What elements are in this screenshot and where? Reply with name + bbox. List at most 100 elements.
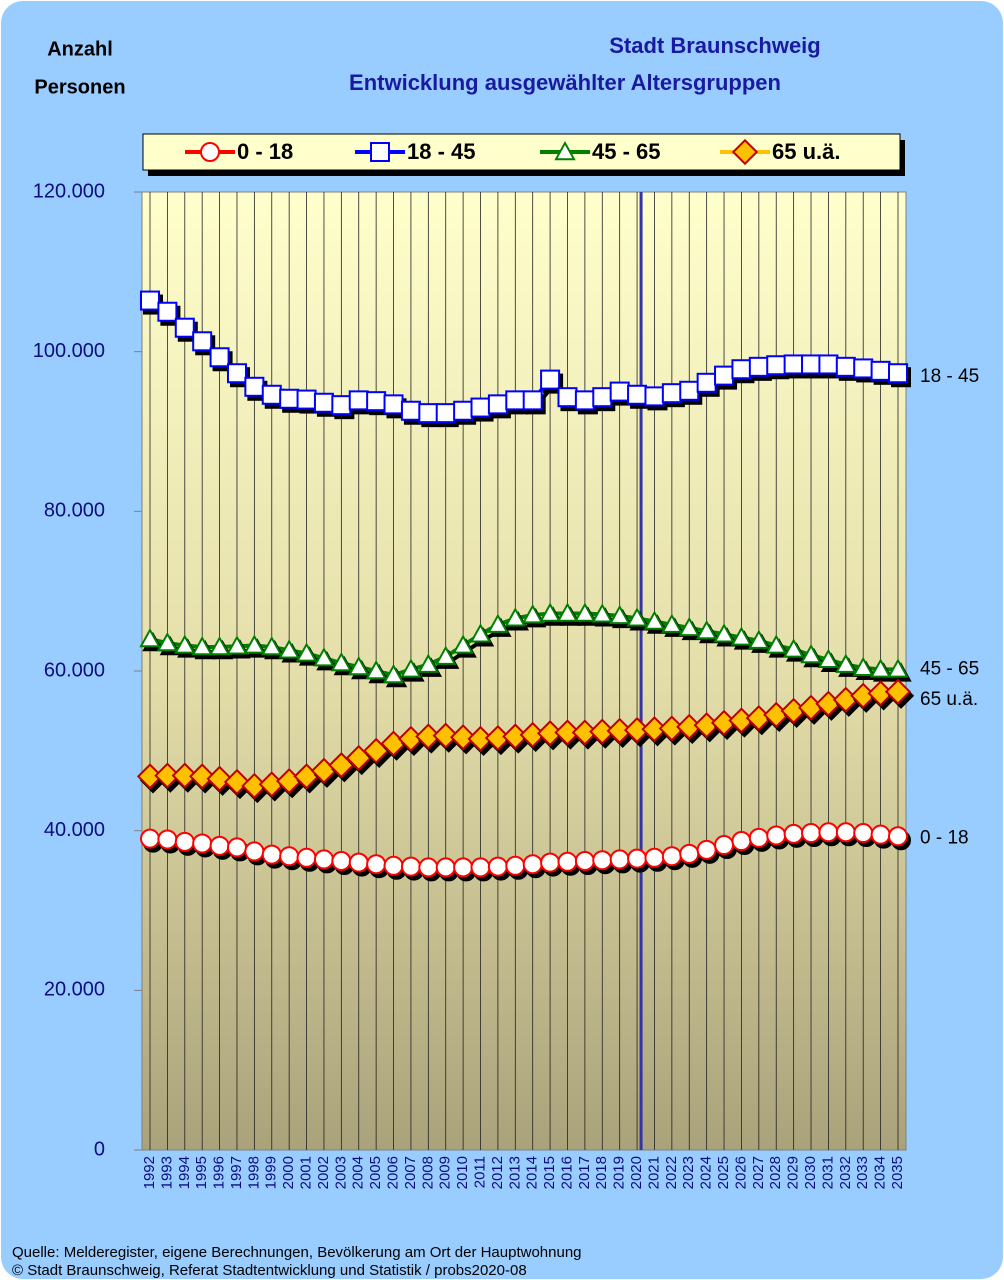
x-tick-label: 1993 [158,1156,175,1189]
marker [609,381,630,402]
marker [835,356,856,377]
marker [540,369,561,390]
marker [661,613,683,633]
x-tick-label: 2008 [419,1156,436,1189]
x-tick-label: 2028 [767,1156,784,1189]
series-end-label: 0 - 18 [920,827,969,848]
marker [766,825,787,846]
x-tick-label: 2029 [785,1156,802,1189]
marker [487,856,508,877]
marker [279,388,300,409]
marker [453,400,474,421]
marker [366,391,387,412]
x-tick-label: 2031 [819,1156,836,1189]
marker [331,851,352,872]
marker [748,629,770,649]
marker [627,384,648,405]
marker [243,634,266,654]
marker [714,365,735,386]
marker [522,854,543,875]
marker [383,394,404,415]
x-tick-label: 2035 [889,1156,906,1189]
marker [557,851,578,872]
x-tick-label: 1994 [176,1156,193,1189]
x-tick-label: 2013 [506,1156,523,1189]
marker [748,356,769,377]
marker [713,623,735,643]
marker [330,651,353,672]
marker [609,849,630,870]
marker [313,392,334,413]
marker [870,360,891,381]
marker [554,719,581,746]
marker [470,397,491,418]
marker [679,380,700,401]
x-tick-label: 2001 [298,1156,315,1189]
marker [469,623,492,643]
x-tick-label: 2025 [715,1156,732,1189]
marker [765,634,787,654]
marker [418,403,439,424]
marker [348,390,369,411]
x-tick-label: 2027 [750,1156,767,1189]
marker [574,602,596,622]
marker [435,645,457,665]
marker [818,354,839,375]
marker [818,822,839,843]
marker [348,655,370,676]
x-tick-label: 2004 [350,1156,367,1189]
marker [592,387,613,408]
marker [592,850,613,871]
marker [244,376,265,397]
marker [487,613,509,633]
plot-area [141,191,907,1151]
x-tick-label: 2012 [489,1156,506,1189]
marker [608,604,631,625]
marker [661,383,682,404]
x-tick-label: 2010 [454,1156,471,1189]
marker [730,626,753,646]
y-tick-label: 80.000 [44,500,105,522]
marker [696,372,717,393]
marker [887,658,909,678]
x-tick-label: 1999 [263,1156,280,1189]
x-tick-label: 2032 [837,1156,854,1189]
marker [817,648,840,669]
marker [644,847,665,868]
marker [261,384,282,405]
marker [452,634,474,654]
marker [678,616,700,637]
marker [888,826,908,847]
marker [748,827,769,848]
marker [226,363,247,384]
marker [200,142,220,162]
x-tick-label: 1997 [228,1156,245,1189]
marker [627,848,648,869]
marker [783,823,804,844]
marker [783,354,804,375]
legend [142,133,901,171]
marker [313,647,335,667]
x-tick-label: 2014 [524,1156,541,1189]
legend-label: 18 - 45 [407,139,476,164]
marker [591,603,613,623]
x-tick-label: 2022 [663,1156,680,1189]
legend-label: 0 - 18 [237,139,293,164]
x-tick-label: 2020 [628,1156,645,1189]
marker [504,607,527,627]
marker [801,823,822,844]
marker [505,390,526,411]
marker [731,138,759,166]
marker [400,856,421,877]
marker [261,844,282,865]
marker [869,658,892,678]
marker [487,394,508,415]
marker [174,317,195,338]
marker [279,846,300,867]
x-tick-label: 1998 [245,1156,262,1189]
series-end-label: 65 u.ä. [920,689,978,710]
y-tick-label: 120.000 [33,180,105,202]
marker [400,400,421,421]
x-tick-label: 2006 [385,1156,402,1189]
